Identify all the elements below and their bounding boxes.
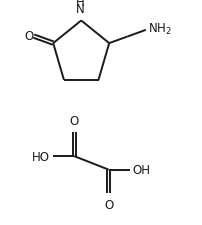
Text: H: H <box>75 0 84 9</box>
Text: O: O <box>24 30 33 43</box>
Text: NH$_2$: NH$_2$ <box>147 22 171 37</box>
Text: N: N <box>75 3 84 16</box>
Text: O: O <box>69 115 78 128</box>
Text: O: O <box>103 198 113 211</box>
Text: HO: HO <box>32 150 50 163</box>
Text: OH: OH <box>132 163 150 176</box>
